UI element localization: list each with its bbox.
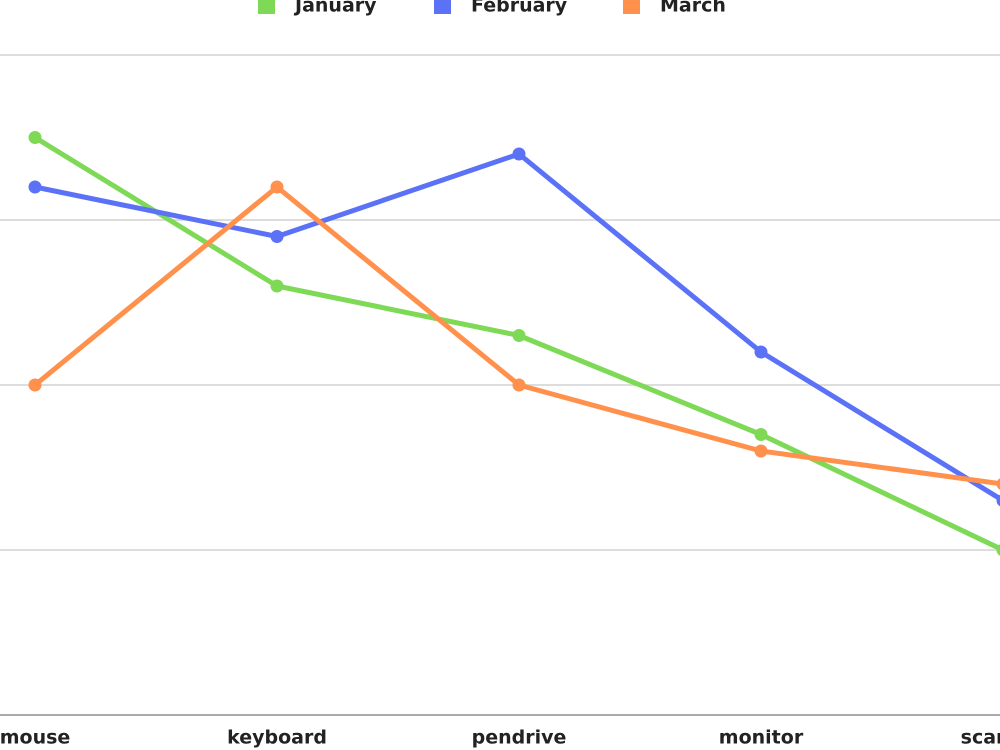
- legend-label: February: [471, 0, 568, 17]
- data-point: [512, 378, 526, 392]
- legend-swatch: [434, 0, 451, 14]
- legend-swatch: [623, 0, 640, 14]
- data-point: [270, 180, 284, 194]
- x-tick-label: mouse: [0, 727, 70, 749]
- data-point: [512, 329, 526, 342]
- data-point: [270, 279, 284, 293]
- legend-swatch: [258, 0, 275, 14]
- series-line: [33, 135, 1000, 552]
- legend-label: January: [293, 0, 377, 17]
- data-point: [996, 494, 1000, 507]
- x-tick-label: monitor: [719, 727, 804, 749]
- data-point: [754, 428, 768, 441]
- x-tick-label: scanner: [961, 727, 1000, 749]
- data-point: [996, 478, 1000, 490]
- data-point: [28, 131, 42, 144]
- series-line: [34, 151, 1000, 502]
- x-tick-label: keyboard: [227, 727, 327, 749]
- data-point: [28, 180, 42, 194]
- data-point: [28, 378, 42, 392]
- x-tick-label: pendrive: [472, 727, 567, 749]
- data-point: [754, 345, 768, 359]
- data-point: [512, 147, 526, 161]
- data-point: [270, 230, 284, 243]
- data-point: [754, 444, 768, 458]
- legend-label: March: [660, 0, 726, 17]
- data-point: [996, 544, 1000, 556]
